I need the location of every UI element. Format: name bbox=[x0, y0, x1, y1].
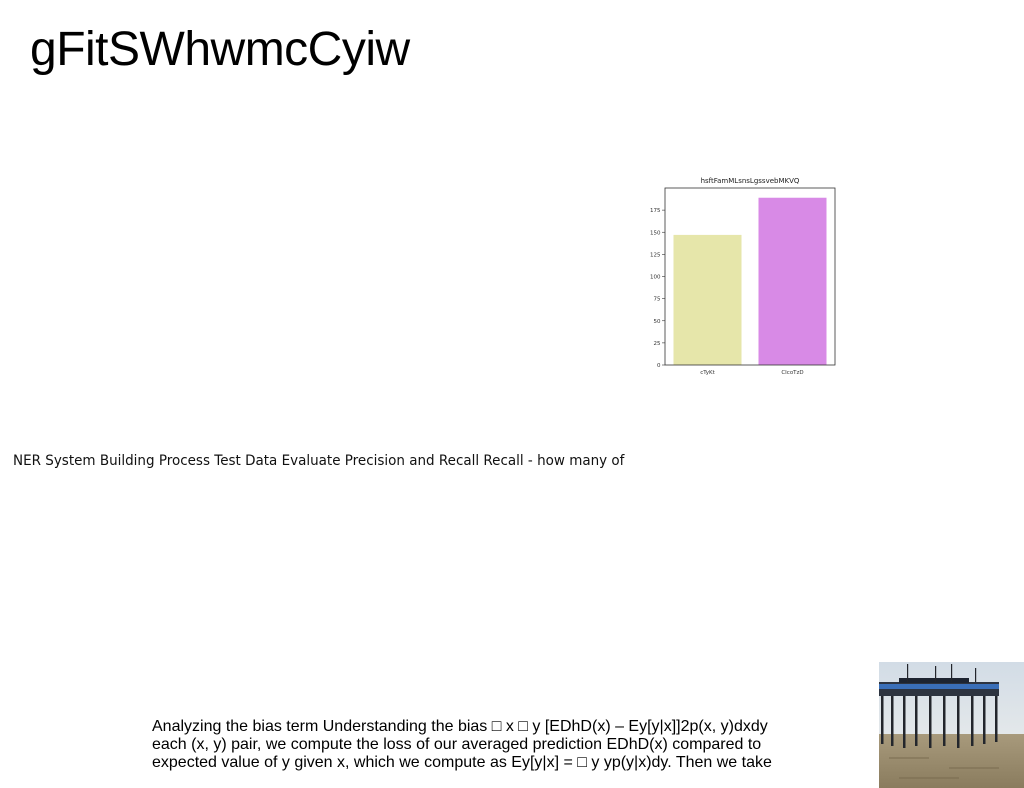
ner-process-text: NER System Building Process Test Data Ev… bbox=[13, 453, 625, 469]
bar-chart: hsftFamMLsnsLgssvebMKVQ 0 25 50 75 100 125 150… bbox=[640, 170, 840, 382]
bar-chart-svg: hsftFamMLsnsLgssvebMKVQ 0 25 50 75 100 125 150… bbox=[650, 177, 836, 376]
chart-ytick-label: 125 bbox=[650, 252, 661, 258]
chart-bar-cTyKt bbox=[673, 234, 742, 365]
pier-photo-icon bbox=[879, 662, 1024, 788]
chart-ytick-label: 175 bbox=[650, 208, 661, 214]
chart-title: hsftFamMLsnsLgssvebMKVQ bbox=[701, 177, 800, 185]
slide-title: gFitSWhwmcCyiw bbox=[30, 23, 410, 76]
chart-ytick-label: 75 bbox=[654, 297, 661, 303]
chart-ytick-label: 50 bbox=[654, 319, 661, 325]
chart-ytick-label: 150 bbox=[650, 230, 661, 236]
chart-xtick-label: CIcoTzD bbox=[781, 370, 803, 376]
bias-line-2: each (x, y) pair, we compute the loss of… bbox=[152, 736, 762, 753]
chart-frame bbox=[664, 187, 836, 366]
chart-bar-CIcoTzD bbox=[758, 197, 827, 365]
bias-line-3: expected value of y given x, which we co… bbox=[152, 754, 772, 771]
chart-ytick-label: 25 bbox=[654, 341, 661, 347]
chart-ytick-label: 0 bbox=[657, 363, 661, 369]
chart-ytick-label: 100 bbox=[650, 275, 661, 281]
bias-paragraph: Analyzing the bias term Understanding th… bbox=[152, 718, 782, 772]
bias-line-1: Analyzing the bias term Understanding th… bbox=[152, 718, 768, 735]
chart-xtick-label: cTyKt bbox=[700, 370, 715, 376]
